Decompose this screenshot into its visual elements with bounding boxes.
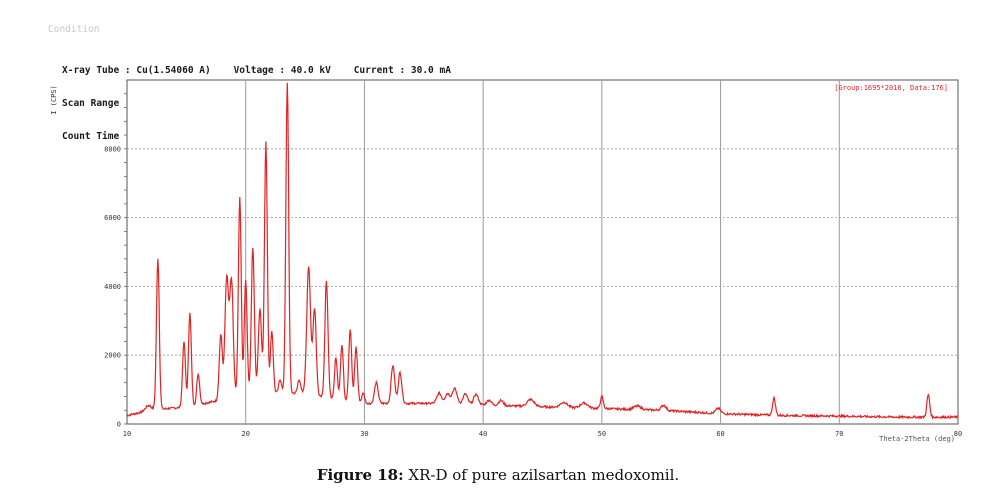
diffraction-trace bbox=[126, 82, 959, 420]
legend-text: [Group:1695*2016, Data:176] bbox=[834, 84, 948, 92]
y-tick-label: 8000 bbox=[104, 145, 121, 153]
y-tick-label: 0 bbox=[117, 421, 121, 429]
caption-label: Figure 18: bbox=[316, 466, 404, 484]
figure-caption: Figure 18: XR-D of pure azilsartan medox… bbox=[0, 466, 996, 484]
x-tick-label: 80 bbox=[954, 430, 962, 438]
axis-ticks: 10 20 30 40 50 60 70 80 0 2000 4000 6000 8000 bbox=[104, 93, 962, 438]
y-axis-label: I (CPS) bbox=[50, 85, 58, 115]
y-tick-label: 2000 bbox=[104, 352, 121, 360]
x-tick-label: 50 bbox=[598, 430, 606, 438]
conditions-line-1: X-ray Tube : Cu(1.54060 A) Voltage : 40.… bbox=[62, 65, 451, 76]
y-tick-label: 6000 bbox=[104, 214, 121, 222]
grid-lines bbox=[127, 80, 958, 424]
x-tick-label: 10 bbox=[123, 430, 131, 438]
conditions-label: Condition bbox=[48, 24, 100, 35]
plot-frame bbox=[126, 79, 959, 425]
caption-text: XR-D of pure azilsartan medoxomil. bbox=[403, 466, 680, 484]
x-tick-label: 70 bbox=[835, 430, 843, 438]
x-tick-label: 60 bbox=[716, 430, 724, 438]
x-tick-label: 40 bbox=[479, 430, 487, 438]
y-tick-label: 4000 bbox=[104, 283, 121, 291]
x-tick-label: 20 bbox=[241, 430, 249, 438]
x-tick-label: 30 bbox=[360, 430, 368, 438]
x-axis-label: Theta-2Theta (deg) bbox=[879, 435, 955, 443]
